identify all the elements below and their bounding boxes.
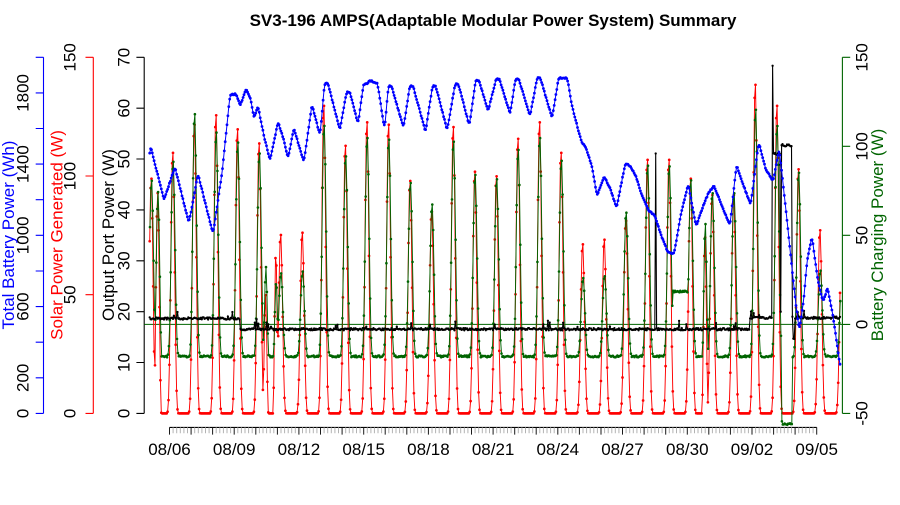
- svg-text:09/05: 09/05: [795, 440, 838, 459]
- svg-text:08/18: 08/18: [407, 440, 450, 459]
- svg-text:08/12: 08/12: [278, 440, 321, 459]
- svg-text:0: 0: [61, 409, 80, 418]
- svg-text:0: 0: [115, 409, 134, 418]
- svg-text:09/02: 09/02: [731, 440, 774, 459]
- svg-text:08/15: 08/15: [342, 440, 385, 459]
- svg-text:60: 60: [115, 99, 134, 118]
- svg-text:08/09: 08/09: [213, 440, 256, 459]
- svg-text:50: 50: [115, 150, 134, 169]
- svg-text:1800: 1800: [14, 74, 33, 112]
- svg-text:Battery Charging Power (W): Battery Charging Power (W): [868, 129, 887, 342]
- svg-text:50: 50: [61, 285, 80, 304]
- svg-text:Output Port Power (W): Output Port Power (W): [99, 149, 118, 321]
- svg-text:200: 200: [14, 364, 33, 392]
- svg-text:08/06: 08/06: [148, 440, 191, 459]
- svg-text:08/30: 08/30: [666, 440, 709, 459]
- svg-text:-50: -50: [853, 401, 872, 426]
- svg-text:0: 0: [14, 409, 33, 418]
- svg-text:100: 100: [853, 132, 872, 160]
- svg-text:1000: 1000: [14, 216, 33, 254]
- svg-text:08/21: 08/21: [472, 440, 515, 459]
- svg-text:08/24: 08/24: [537, 440, 580, 459]
- svg-text:40: 40: [115, 200, 134, 219]
- svg-text:SV3-196 AMPS(Adaptable Modular: SV3-196 AMPS(Adaptable Modular Power Sys…: [250, 11, 737, 30]
- svg-text:150: 150: [61, 43, 80, 71]
- svg-text:1400: 1400: [14, 145, 33, 183]
- svg-text:100: 100: [61, 162, 80, 190]
- svg-text:10: 10: [115, 353, 134, 372]
- svg-text:Total Battery Power (Wh): Total Battery Power (Wh): [0, 141, 18, 330]
- svg-text:70: 70: [115, 48, 134, 67]
- svg-text:20: 20: [115, 302, 134, 321]
- svg-text:08/27: 08/27: [601, 440, 644, 459]
- svg-text:0: 0: [853, 320, 872, 329]
- svg-text:30: 30: [115, 251, 134, 270]
- svg-text:50: 50: [853, 226, 872, 245]
- svg-text:600: 600: [14, 292, 33, 320]
- svg-text:150: 150: [853, 43, 872, 71]
- svg-text:Solar Power Generated (W): Solar Power Generated (W): [48, 130, 67, 340]
